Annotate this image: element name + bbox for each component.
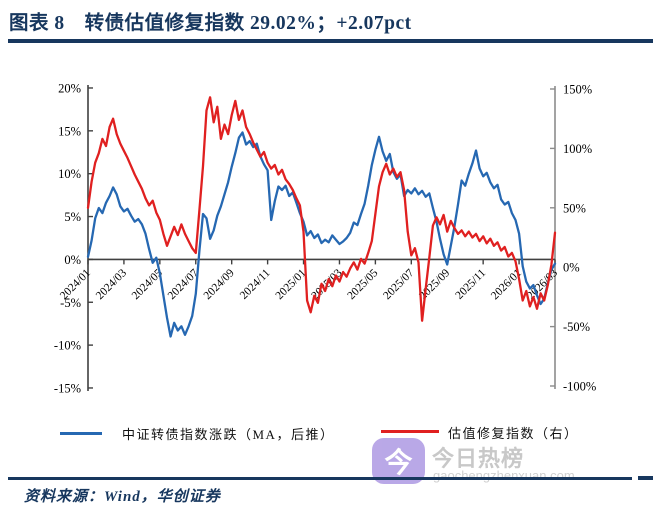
y-left-tick-label: 15% bbox=[58, 124, 81, 138]
legend-label-valuation: 估值修复指数（右） bbox=[448, 426, 579, 441]
y-right-tick-label: 0% bbox=[563, 261, 580, 275]
title-divider-rule bbox=[8, 39, 653, 43]
y-left-tick-label: -10% bbox=[54, 339, 81, 353]
data-source-note: 资料来源：Wind，华创证券 bbox=[24, 489, 221, 505]
y-left-tick-label: -5% bbox=[60, 296, 81, 310]
x-tick-label: 2025/07 bbox=[381, 267, 416, 302]
figure-title: 图表 8 转债估值修复指数 29.02%；+2.07pct bbox=[9, 13, 412, 34]
watermark-domain-text: gaochengzhenxuan.com bbox=[433, 468, 575, 483]
legend-swatch-valuation-line bbox=[381, 430, 439, 433]
csi-convertible-index-line bbox=[86, 131, 557, 338]
footer-divider-rule bbox=[8, 477, 632, 480]
y-left-tick-label: 0% bbox=[64, 253, 81, 267]
valuation-repair-index-line bbox=[86, 96, 557, 322]
x-tick-label: 2025/09 bbox=[417, 267, 452, 302]
x-tick-label: 2024/11 bbox=[238, 267, 273, 302]
y-axis-right: 150% 100% 50% 0% -50% -100% bbox=[550, 83, 596, 394]
y-axis-left: 20% 15% 10% 5% 0% -5% -10% -15% bbox=[54, 81, 93, 395]
watermark-logo-glyph: 今 bbox=[384, 447, 413, 478]
y-left-tick-label: -15% bbox=[54, 381, 81, 395]
watermark-logo-icon: 今 bbox=[372, 438, 425, 484]
x-tick-label: 2025/05 bbox=[345, 267, 380, 302]
y-right-tick-label: -50% bbox=[563, 320, 590, 334]
y-right-tick-label: -100% bbox=[563, 380, 596, 394]
legend-swatch-csi-line bbox=[60, 432, 102, 435]
y-left-tick-label: 20% bbox=[58, 81, 81, 95]
x-tick-label: 2024/09 bbox=[202, 267, 237, 302]
y-right-tick-label: 100% bbox=[563, 142, 592, 156]
legend-label-csi: 中证转债指数涨跌（MA，后推） bbox=[122, 427, 335, 442]
x-tick-label: 2025/01 bbox=[274, 267, 309, 302]
y-right-tick-label: 50% bbox=[563, 201, 586, 215]
watermark-brand-text: 今日热榜 bbox=[432, 446, 525, 471]
footer-divider-dash bbox=[638, 476, 653, 480]
x-tick-label: 2024/03 bbox=[94, 267, 129, 302]
x-tick-label: 2025/11 bbox=[453, 267, 488, 302]
x-axis: 2024/01 2024/03 2024/05 2024/07 2024/09 2024/… bbox=[58, 258, 560, 302]
y-left-tick-label: 10% bbox=[58, 167, 81, 181]
y-right-tick-label: 150% bbox=[563, 83, 592, 97]
y-left-tick-label: 5% bbox=[64, 210, 81, 224]
